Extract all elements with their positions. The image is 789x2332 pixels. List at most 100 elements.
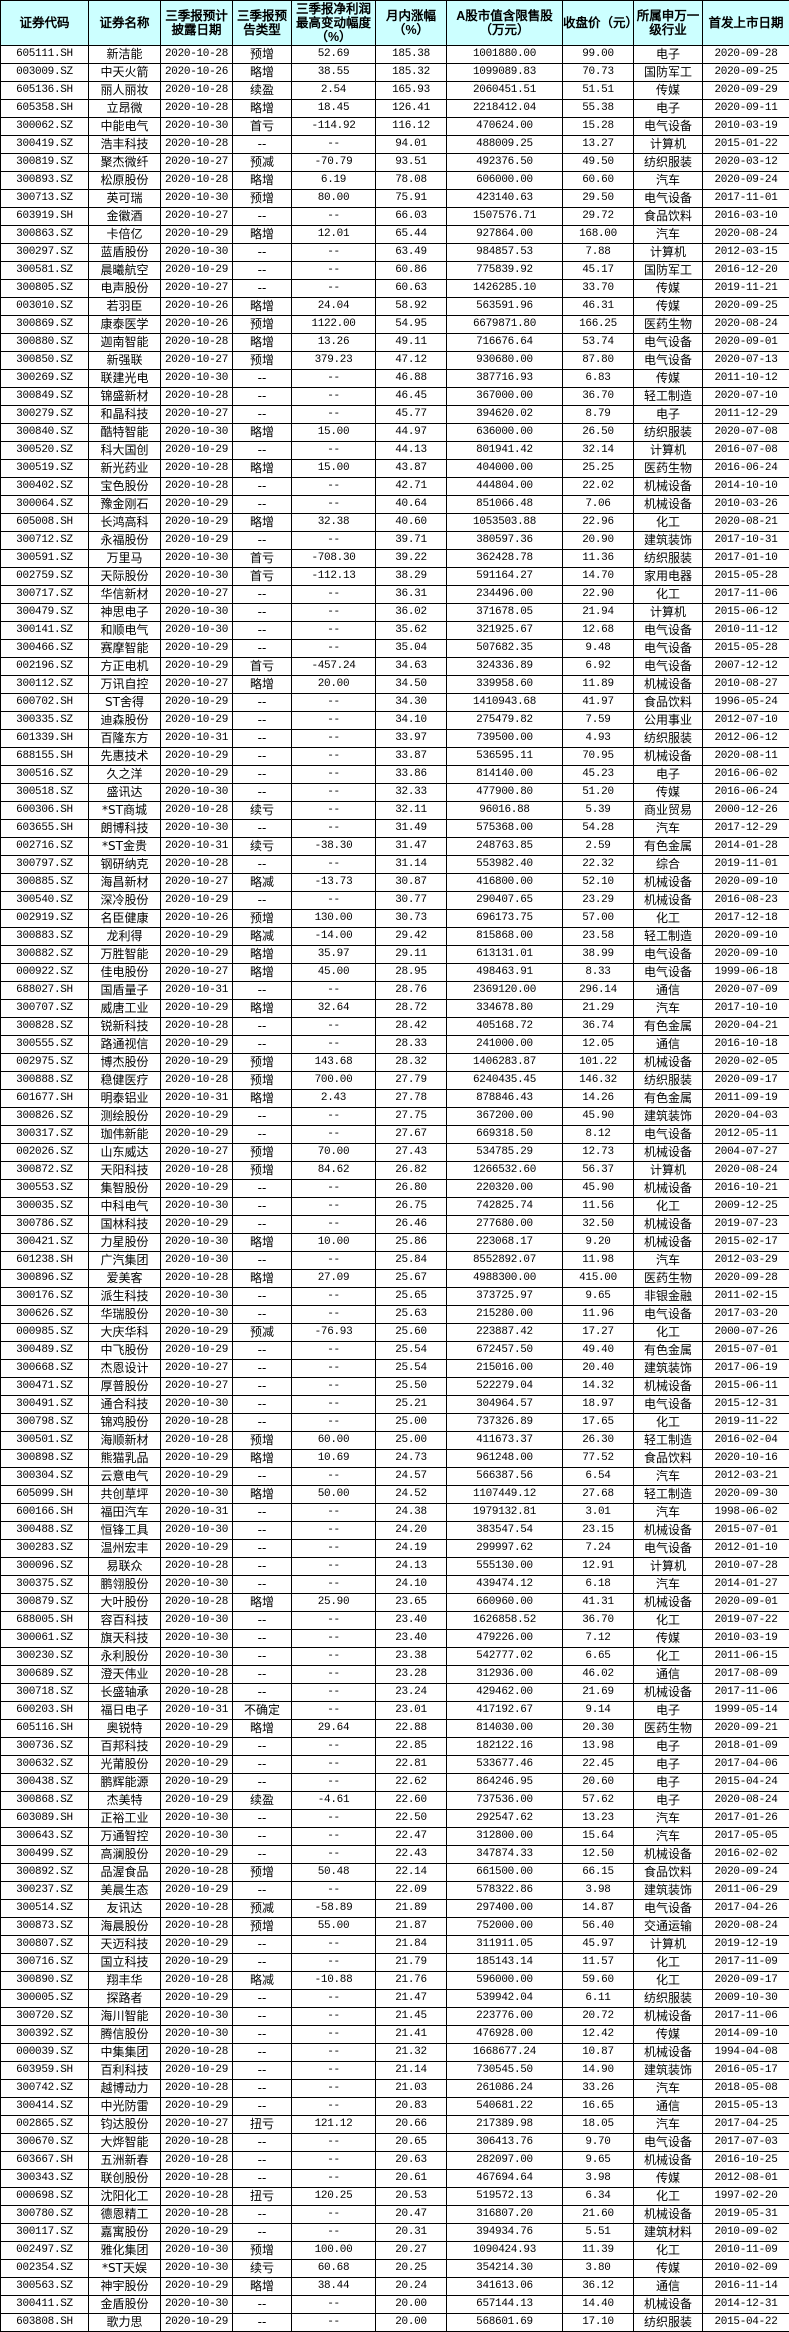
cell-ipo-date: 1999-05-14 bbox=[702, 1701, 789, 1720]
header-profit-change: 三季报净利润最高变动幅度（%） bbox=[291, 0, 376, 46]
cell-ipo-date: 2014-09-10 bbox=[702, 2025, 789, 2044]
table-row: 300096.SZ 易联众 2020-10-28 -- -- 24.13 555130.00… bbox=[0, 1557, 789, 1576]
cell-forecast-type: -- bbox=[232, 1017, 292, 1036]
cell-close-price: 51.20 bbox=[562, 783, 634, 802]
cell-monthly-gain: 28.72 bbox=[375, 999, 447, 1018]
cell-name: 科大国创 bbox=[88, 441, 161, 460]
cell-profit-change: -- bbox=[291, 1035, 376, 1054]
cell-industry: 机械设备 bbox=[633, 1845, 703, 1864]
cell-monthly-gain: 116.12 bbox=[375, 117, 447, 136]
cell-close-price: 21.94 bbox=[562, 603, 634, 622]
table-row: 605111.SH 新洁能 2020-10-28 预增 52.69 185.38 10018… bbox=[0, 45, 789, 64]
cell-industry: 公用事业 bbox=[633, 711, 703, 730]
cell-forecast-type: 预增 bbox=[232, 1431, 292, 1450]
cell-disclosure-date: 2020-10-28 bbox=[160, 2205, 233, 2224]
cell-monthly-gain: 21.03 bbox=[375, 2079, 447, 2098]
cell-name: 百利科技 bbox=[88, 2061, 161, 2080]
header-ipo-date: 首发上市日期 bbox=[702, 0, 789, 46]
cell-forecast-type: -- bbox=[232, 1989, 292, 2008]
cell-name: 天际股份 bbox=[88, 567, 161, 586]
cell-market-cap: 367000.00 bbox=[446, 387, 563, 406]
cell-name: 和顺电气 bbox=[88, 621, 161, 640]
cell-disclosure-date: 2020-10-28 bbox=[160, 459, 233, 478]
cell-profit-change: -14.00 bbox=[291, 927, 376, 946]
cell-forecast-type: -- bbox=[232, 747, 292, 766]
cell-code: 000698.SZ bbox=[0, 2187, 89, 2206]
cell-market-cap: 2369120.00 bbox=[446, 981, 563, 1000]
cell-close-price: 45.97 bbox=[562, 1935, 634, 1954]
cell-ipo-date: 2020-09-29 bbox=[702, 81, 789, 100]
cell-industry: 国防军工 bbox=[633, 261, 703, 280]
cell-profit-change: 52.69 bbox=[291, 45, 376, 64]
cell-ipo-date: 2015-04-24 bbox=[702, 1773, 789, 1792]
cell-profit-change: -- bbox=[291, 1107, 376, 1126]
cell-profit-change: -- bbox=[291, 1503, 376, 1522]
table-row: 300713.SZ 英可瑞 2020-10-30 预增 80.00 75.91 423140… bbox=[0, 189, 789, 208]
cell-profit-change: -- bbox=[291, 1557, 376, 1576]
cell-code: 300304.SZ bbox=[0, 1467, 89, 1486]
cell-name: 金盾股份 bbox=[88, 2295, 161, 2314]
cell-name: 正裕工业 bbox=[88, 1809, 161, 1828]
cell-disclosure-date: 2020-10-29 bbox=[160, 2061, 233, 2080]
cell-ipo-date: 2015-01-22 bbox=[702, 135, 789, 154]
cell-forecast-type: -- bbox=[232, 1251, 292, 1270]
cell-name: 迪森股份 bbox=[88, 711, 161, 730]
header-close-price: 收盘价（元） bbox=[562, 0, 634, 46]
cell-disclosure-date: 2020-10-30 bbox=[160, 189, 233, 208]
cell-profit-change: -- bbox=[291, 981, 376, 1000]
cell-market-cap: 215016.00 bbox=[446, 1359, 563, 1378]
cell-market-cap: 1099089.83 bbox=[446, 63, 563, 82]
cell-disclosure-date: 2020-10-31 bbox=[160, 837, 233, 856]
cell-forecast-type: -- bbox=[232, 1881, 292, 1900]
cell-market-cap: 775839.92 bbox=[446, 261, 563, 280]
cell-market-cap: 371678.05 bbox=[446, 603, 563, 622]
cell-market-cap: 498463.91 bbox=[446, 963, 563, 982]
cell-market-cap: 304964.57 bbox=[446, 1395, 563, 1414]
cell-market-cap: 470624.00 bbox=[446, 117, 563, 136]
cell-industry: 机械设备 bbox=[633, 891, 703, 910]
cell-market-cap: 553982.40 bbox=[446, 855, 563, 874]
cell-name: 国盾量子 bbox=[88, 981, 161, 1000]
cell-profit-change: -- bbox=[291, 2025, 376, 2044]
cell-forecast-type: 略增 bbox=[232, 1233, 292, 1252]
cell-code: 600306.SH bbox=[0, 801, 89, 820]
cell-ipo-date: 2017-10-10 bbox=[702, 999, 789, 1018]
cell-close-price: 18.97 bbox=[562, 1395, 634, 1414]
cell-monthly-gain: 38.29 bbox=[375, 567, 447, 586]
cell-close-price: 59.60 bbox=[562, 1971, 634, 1990]
cell-ipo-date: 2020-09-25 bbox=[702, 297, 789, 316]
cell-disclosure-date: 2020-10-29 bbox=[160, 1989, 233, 2008]
cell-market-cap: 563591.96 bbox=[446, 297, 563, 316]
cell-profit-change: -- bbox=[291, 1737, 376, 1756]
table-row: 601339.SH 百隆东方 2020-10-31 -- -- 33.97 739500.0… bbox=[0, 729, 789, 748]
cell-industry: 汽车 bbox=[633, 1251, 703, 1270]
cell-monthly-gain: 21.87 bbox=[375, 1917, 447, 1936]
cell-close-price: 7.06 bbox=[562, 495, 634, 514]
cell-code: 300828.SZ bbox=[0, 1017, 89, 1036]
cell-code: 300062.SZ bbox=[0, 117, 89, 136]
cell-disclosure-date: 2020-10-29 bbox=[160, 531, 233, 550]
cell-name: 山东威达 bbox=[88, 1143, 161, 1162]
cell-ipo-date: 2020-09-10 bbox=[702, 873, 789, 892]
cell-monthly-gain: 49.11 bbox=[375, 333, 447, 352]
cell-code: 300850.SZ bbox=[0, 351, 89, 370]
cell-forecast-type: 略增 bbox=[232, 1449, 292, 1468]
cell-code: 300514.SZ bbox=[0, 1899, 89, 1918]
cell-code: 300466.SZ bbox=[0, 639, 89, 658]
cell-forecast-type: -- bbox=[232, 2151, 292, 2170]
cell-market-cap: 297400.00 bbox=[446, 1899, 563, 1918]
cell-profit-change: -13.73 bbox=[291, 873, 376, 892]
cell-close-price: 66.15 bbox=[562, 1863, 634, 1882]
cell-name: 长盛轴承 bbox=[88, 1683, 161, 1702]
cell-name: 爱美客 bbox=[88, 1269, 161, 1288]
cell-name: 佳电股份 bbox=[88, 963, 161, 982]
cell-forecast-type: 预增 bbox=[232, 909, 292, 928]
table-row: 003010.SZ 若羽臣 2020-10-26 略增 24.04 58.92 563591… bbox=[0, 297, 789, 316]
cell-close-price: 415.00 bbox=[562, 1269, 634, 1288]
cell-disclosure-date: 2020-10-30 bbox=[160, 2295, 233, 2314]
cell-name: 路通视信 bbox=[88, 1035, 161, 1054]
cell-profit-change: -- bbox=[291, 1377, 376, 1396]
cell-name: 金徽酒 bbox=[88, 207, 161, 226]
cell-close-price: 8.33 bbox=[562, 963, 634, 982]
cell-industry: 医药生物 bbox=[633, 459, 703, 478]
